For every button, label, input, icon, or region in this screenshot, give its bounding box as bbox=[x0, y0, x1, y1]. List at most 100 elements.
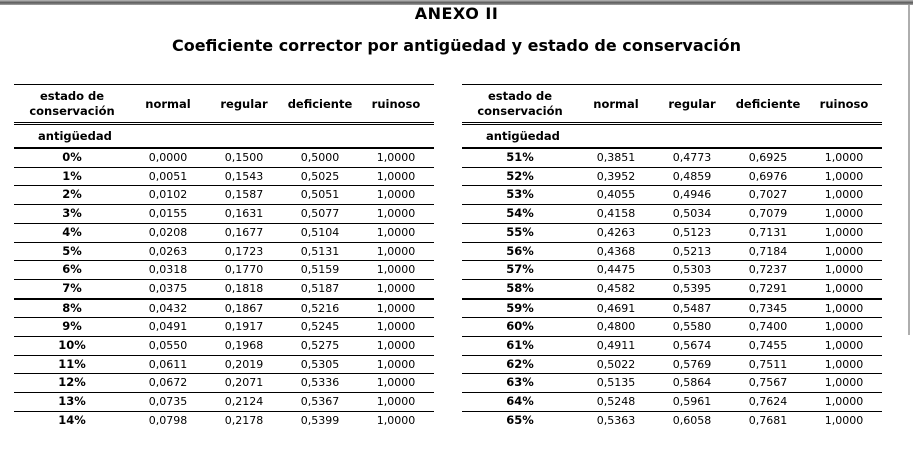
coefficient-value-cell: 0,6925 bbox=[730, 148, 806, 168]
antiquity-percent-cell: 52% bbox=[462, 167, 578, 187]
column-header: estado de conservación bbox=[462, 84, 578, 125]
antiquity-percent-cell: 65% bbox=[506, 412, 534, 427]
table-row: 12% 0,0672 0,2071 0,5336 1,0000 bbox=[14, 373, 434, 394]
row-group-label: antigüedad bbox=[462, 123, 882, 149]
coefficient-value-cell: 0,7511 bbox=[730, 355, 806, 375]
coefficient-value-cell: 0,4263 bbox=[578, 223, 654, 243]
column-header: ruinoso bbox=[806, 84, 882, 125]
coefficient-value-cell: 1,0000 bbox=[806, 148, 882, 168]
antiquity-percent-cell: 53% bbox=[462, 185, 578, 206]
table-row: 53% 0,4055 0,4946 0,7027 1,0000 bbox=[462, 185, 882, 206]
coefficient-value-cell: 1,0000 bbox=[806, 336, 882, 356]
coefficient-value-cell: 0,5000 bbox=[282, 148, 358, 168]
header-row: estado de conservación normal regular defic… bbox=[462, 84, 882, 125]
coefficient-value-cell: 0,3851 bbox=[578, 148, 654, 168]
coefficient-value-cell: 0,1543 bbox=[206, 167, 282, 187]
table-row: 0% 0,0000 0,1500 0,5000 1,0000 bbox=[14, 148, 434, 168]
coefficient-value-cell: 0,5399 bbox=[300, 413, 340, 427]
table-row: 56% 0,4368 0,5213 0,7184 1,0000 bbox=[462, 242, 882, 262]
group-row: antigüedad bbox=[14, 123, 434, 149]
page-right-edge bbox=[908, 5, 910, 335]
coefficient-value-cell: 0,4859 bbox=[654, 167, 730, 187]
antiquity-percent-cell: 3% bbox=[14, 204, 130, 224]
column-header: deficiente bbox=[282, 84, 358, 125]
coefficient-value-cell: 0,5077 bbox=[282, 204, 358, 224]
coefficient-value-cell: 0,0000 bbox=[130, 148, 206, 168]
coefficient-value-cell: 0,5159 bbox=[282, 260, 358, 280]
coefficient-value-cell: 0,6976 bbox=[730, 167, 806, 187]
antiquity-percent-cell: 60% bbox=[462, 317, 578, 338]
coefficient-value-cell: 0,4691 bbox=[578, 298, 654, 319]
table-row: 64% 0,5248 0,5961 0,7624 1,0000 bbox=[462, 392, 882, 412]
coefficient-value-cell: 0,5135 bbox=[578, 373, 654, 394]
coefficient-value-cell: 0,2019 bbox=[206, 355, 282, 375]
table-row: 58% 0,4582 0,5395 0,7291 1,0000 bbox=[462, 279, 882, 300]
table-row: 59% 0,4691 0,5487 0,7345 1,0000 bbox=[462, 298, 882, 319]
coefficient-value-cell: 0,7291 bbox=[730, 279, 806, 300]
coefficient-value-cell: 1,0000 bbox=[358, 148, 434, 168]
coefficient-value-cell: 0,1723 bbox=[206, 242, 282, 262]
antiquity-percent-cell: 59% bbox=[462, 298, 578, 319]
tables-container: estado de conservación normal regular defic… bbox=[14, 84, 882, 430]
coefficient-value-cell: 1,0000 bbox=[358, 373, 434, 394]
antiquity-percent-cell: 6% bbox=[14, 260, 130, 280]
table-row: 65% 0,5363 0,6058 0,7681 1,0000 bbox=[462, 411, 882, 429]
table-row: 13% 0,0735 0,2124 0,5367 1,0000 bbox=[14, 392, 434, 412]
coefficient-value-cell: 0,2071 bbox=[206, 373, 282, 394]
antiquity-percent-cell: 1% bbox=[14, 167, 130, 187]
coefficient-value-cell: 0,5248 bbox=[578, 392, 654, 412]
coefficient-value-cell: 0,5213 bbox=[654, 242, 730, 262]
coefficient-value-cell: 1,0000 bbox=[806, 392, 882, 412]
coefficient-value-cell: 0,1770 bbox=[206, 260, 282, 280]
coefficient-value-cell: 0,1968 bbox=[206, 336, 282, 356]
coefficient-value-cell: 0,7624 bbox=[730, 392, 806, 412]
coefficient-value-cell: 0,0208 bbox=[130, 223, 206, 243]
coefficient-value-cell: 0,5034 bbox=[654, 204, 730, 224]
coefficient-value-cell: 0,5303 bbox=[654, 260, 730, 280]
coefficient-value-cell: 0,0798 bbox=[148, 413, 188, 427]
coefficient-value-cell: 0,7184 bbox=[730, 242, 806, 262]
coefficient-value-cell: 0,1500 bbox=[206, 148, 282, 168]
coefficient-value-cell: 0,7400 bbox=[730, 317, 806, 338]
column-header: regular bbox=[654, 84, 730, 125]
coefficient-value-cell: 0,0432 bbox=[130, 298, 206, 319]
coefficient-value-cell: 0,0491 bbox=[130, 317, 206, 338]
antiquity-percent-cell: 10% bbox=[14, 336, 130, 356]
table-row: 6% 0,0318 0,1770 0,5159 1,0000 bbox=[14, 260, 434, 280]
coefficient-value-cell: 1,0000 bbox=[358, 223, 434, 243]
coefficient-value-cell: 0,5245 bbox=[282, 317, 358, 338]
row-group-label: antigüedad bbox=[14, 123, 434, 149]
coefficient-value-cell: 0,0611 bbox=[130, 355, 206, 375]
table-row: 9% 0,0491 0,1917 0,5245 1,0000 bbox=[14, 317, 434, 338]
coefficient-value-cell: 0,5864 bbox=[654, 373, 730, 394]
coefficient-value-cell: 1,0000 bbox=[806, 298, 882, 319]
table-row: 2% 0,0102 0,1587 0,5051 1,0000 bbox=[14, 185, 434, 206]
coefficient-value-cell: 1,0000 bbox=[806, 223, 882, 243]
coefficient-value-cell: 0,0155 bbox=[130, 204, 206, 224]
coefficient-value-cell: 1,0000 bbox=[358, 185, 434, 206]
antiquity-percent-cell: 62% bbox=[462, 355, 578, 375]
column-header: ruinoso bbox=[358, 84, 434, 125]
coefficient-value-cell: 0,0051 bbox=[130, 167, 206, 187]
coefficient-value-cell: 0,1818 bbox=[206, 279, 282, 300]
coefficient-value-cell: 1,0000 bbox=[806, 185, 882, 206]
coefficient-value-cell: 0,5123 bbox=[654, 223, 730, 243]
antiquity-percent-cell: 9% bbox=[14, 317, 130, 338]
coefficient-value-cell: 0,5336 bbox=[282, 373, 358, 394]
window-top-edge bbox=[0, 0, 913, 5]
coefficient-value-cell: 0,5025 bbox=[282, 167, 358, 187]
coefficient-value-cell: 1,0000 bbox=[824, 413, 864, 427]
antiquity-percent-cell: 7% bbox=[14, 279, 130, 300]
coefficient-value-cell: 0,4475 bbox=[578, 260, 654, 280]
table-row: 51% 0,3851 0,4773 0,6925 1,0000 bbox=[462, 148, 882, 168]
table-row: 60% 0,4800 0,5580 0,7400 1,0000 bbox=[462, 317, 882, 338]
table-row: 63% 0,5135 0,5864 0,7567 1,0000 bbox=[462, 373, 882, 394]
coefficient-value-cell: 0,4800 bbox=[578, 317, 654, 338]
table-row: 11% 0,0611 0,2019 0,5305 1,0000 bbox=[14, 355, 434, 375]
coefficient-value-cell: 0,6058 bbox=[672, 413, 712, 427]
coefficient-value-cell: 1,0000 bbox=[358, 242, 434, 262]
antiquity-percent-cell: 13% bbox=[14, 392, 130, 412]
column-header: normal bbox=[130, 84, 206, 125]
group-row: antigüedad bbox=[462, 123, 882, 149]
antiquity-percent-cell: 11% bbox=[14, 355, 130, 375]
